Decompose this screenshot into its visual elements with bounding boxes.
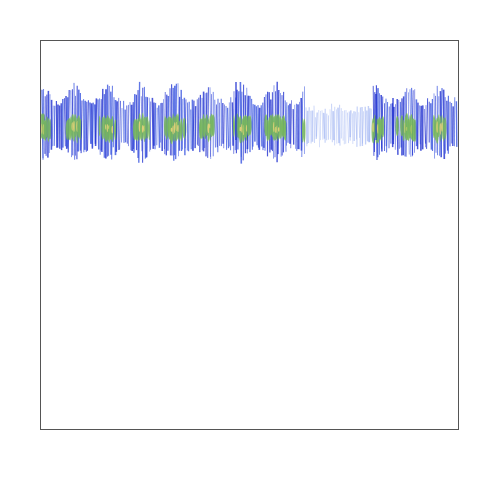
- streak: [321, 110, 324, 140]
- streak: [386, 101, 389, 153]
- streak-core: [395, 116, 399, 136]
- streak: [130, 104, 134, 152]
- streak: [89, 102, 92, 144]
- streak-peak: [73, 121, 75, 132]
- streak: [129, 102, 132, 151]
- streak: [94, 98, 98, 147]
- streak: [85, 101, 88, 152]
- streak: [358, 112, 360, 138]
- streak-core: [211, 114, 215, 137]
- streak: [214, 99, 216, 148]
- streak-peak: [207, 123, 210, 134]
- streak: [362, 111, 364, 144]
- streak-peak: [141, 124, 144, 133]
- streak: [332, 111, 335, 141]
- streak: [337, 107, 340, 144]
- streak: [347, 112, 349, 144]
- streak: [97, 99, 100, 150]
- streak: [294, 104, 296, 149]
- streak: [197, 97, 200, 147]
- streak: [158, 105, 161, 148]
- streak-core: [303, 118, 306, 143]
- streak-peak: [372, 122, 375, 133]
- streak: [255, 106, 258, 146]
- streak: [226, 107, 230, 149]
- streak: [292, 109, 295, 145]
- streak-peak: [177, 124, 179, 133]
- streak-core: [248, 115, 252, 136]
- streak: [366, 110, 369, 142]
- streak-core: [442, 117, 445, 142]
- streak: [215, 104, 218, 148]
- streak: [308, 107, 310, 144]
- streak: [80, 100, 83, 154]
- streak: [419, 105, 421, 145]
- streak: [257, 105, 260, 148]
- streak-core: [148, 120, 151, 140]
- streak: [426, 98, 429, 149]
- streak-core: [98, 115, 101, 137]
- streak: [368, 108, 371, 143]
- streak: [126, 105, 128, 144]
- streak: [231, 102, 234, 146]
- streak-core: [180, 118, 183, 142]
- streak: [194, 106, 197, 149]
- streak-core: [437, 114, 440, 138]
- streak: [86, 100, 89, 151]
- streak-peak: [239, 126, 242, 132]
- streak-peak: [111, 125, 114, 134]
- streak: [119, 100, 121, 150]
- streak-core: [232, 115, 236, 137]
- streak-core: [443, 117, 447, 140]
- streak: [446, 100, 449, 151]
- streak: [151, 97, 154, 149]
- streak: [260, 105, 263, 147]
- streak: [315, 112, 318, 139]
- streak-core: [146, 116, 149, 139]
- streak-core: [413, 119, 417, 142]
- streak: [223, 104, 225, 149]
- streak-core: [48, 119, 52, 140]
- streak-core: [402, 119, 405, 142]
- streak: [91, 102, 94, 148]
- streak: [322, 112, 326, 139]
- streak: [352, 113, 354, 145]
- streak: [53, 105, 56, 146]
- streak: [313, 105, 316, 144]
- streak: [228, 102, 231, 147]
- streak-peak: [170, 127, 173, 132]
- streak: [424, 108, 426, 144]
- streak: [329, 109, 332, 140]
- streak: [318, 109, 320, 148]
- streak: [251, 98, 253, 150]
- plot-frame: [40, 40, 459, 430]
- streak: [163, 99, 165, 150]
- streak: [154, 102, 157, 150]
- streak-core: [381, 116, 385, 138]
- streak-core: [178, 120, 181, 141]
- streak-core: [301, 118, 304, 143]
- streak: [112, 97, 115, 148]
- streak: [429, 103, 433, 150]
- streak: [336, 109, 338, 144]
- spectrogram-band: [40, 81, 458, 164]
- streak-peak: [277, 127, 280, 132]
- streak: [117, 97, 120, 151]
- streak-peak: [441, 122, 443, 132]
- streak: [290, 100, 292, 149]
- streak: [188, 101, 190, 152]
- streak: [63, 98, 66, 147]
- streak: [184, 99, 187, 149]
- streak: [331, 103, 333, 143]
- streak: [225, 105, 228, 150]
- streak: [115, 101, 118, 152]
- streak: [349, 110, 352, 138]
- streak: [52, 105, 54, 147]
- streak: [192, 100, 195, 151]
- streak: [398, 99, 400, 149]
